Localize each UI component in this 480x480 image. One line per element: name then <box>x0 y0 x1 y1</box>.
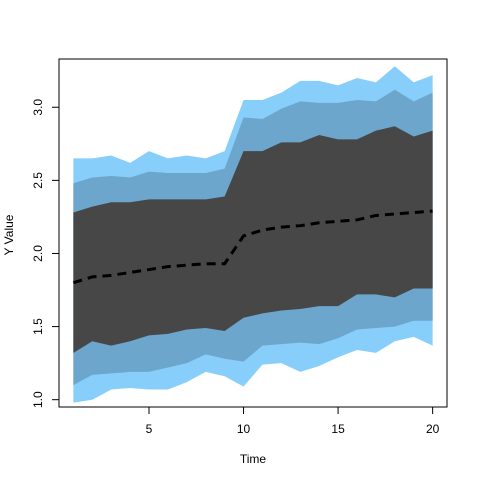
x-tick-label: 20 <box>426 422 440 436</box>
y-tick-label: 2.5 <box>31 172 45 189</box>
x-axis-label: Time <box>240 452 267 466</box>
y-tick-label: 1.0 <box>31 391 45 408</box>
x-tick-label: 5 <box>146 422 153 436</box>
x-tick-label: 10 <box>237 422 251 436</box>
x-axis: 5 10 15 20 <box>146 407 440 436</box>
y-tick-label: 3.0 <box>31 99 45 116</box>
y-tick-label: 2.0 <box>31 245 45 262</box>
y-axis: 1.0 1.5 2.0 2.5 3.0 <box>31 99 59 408</box>
y-axis-label: Y Value <box>2 214 16 255</box>
x-tick-label: 15 <box>331 422 345 436</box>
y-tick-label: 1.5 <box>31 318 45 335</box>
